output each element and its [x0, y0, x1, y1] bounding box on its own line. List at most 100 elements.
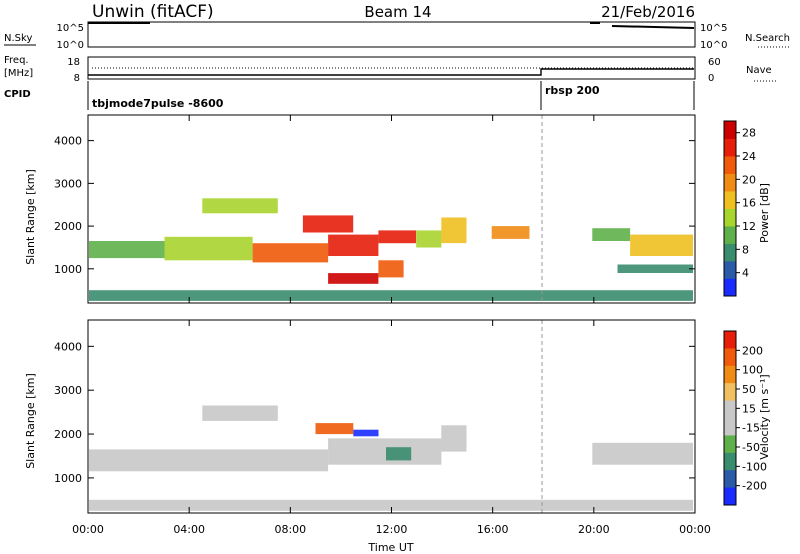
x-tick-label: 12:00 — [376, 523, 408, 536]
colorbar-tick-label: 4 — [742, 267, 749, 280]
noise-right-tick-bottom: 10^0 — [700, 40, 727, 51]
colorbar-tick-label: 28 — [742, 127, 756, 140]
nsearch-label: N.Search — [745, 33, 790, 44]
data-band-4 — [315, 423, 354, 435]
colorbar-tick-label: 24 — [742, 150, 756, 163]
data-band-2 — [164, 236, 253, 261]
velocity-panel: 1000 2000 3000 4000 — [54, 319, 696, 514]
y-tick-label: 1000 — [54, 472, 82, 485]
data-band-7 — [441, 425, 467, 452]
colorbar-segment — [724, 208, 736, 227]
colorbar-segment — [724, 121, 736, 139]
data-band-6 — [416, 230, 442, 248]
velocity-colorbar-label: Velocity [m s⁻¹] — [758, 374, 771, 459]
noise-panel: N.Sky 10^5 10^0 10^5 10^0 N.Search — [4, 21, 790, 51]
noise-left-tick-top: 10^5 — [57, 23, 84, 34]
colorbar-tick-label: -100 — [742, 460, 767, 473]
colorbar-segment — [724, 470, 736, 488]
nave-tick-top: 60 — [708, 57, 721, 68]
colorbar-segment — [724, 331, 736, 349]
y-tick-label: 4000 — [54, 135, 82, 148]
colorbar-segment — [724, 226, 736, 244]
velocity-colorbar: 200 100 50 15 -15 -50 -100 -200 — [723, 330, 767, 506]
cpid-label: CPID — [4, 89, 31, 100]
data-band-3 — [202, 405, 278, 421]
freq-trace — [88, 68, 694, 76]
data-band-13 — [592, 228, 631, 241]
colorbar-segment — [724, 348, 736, 367]
date-title: 21/Feb/2016 — [601, 3, 695, 21]
nsky-label: N.Sky — [4, 33, 32, 44]
cpid-segment-1: tbjmode7pulse -8600 — [92, 97, 224, 110]
data-band-16 — [89, 290, 693, 301]
data-band-1 — [89, 241, 165, 259]
colorbar-segment — [724, 138, 736, 157]
x-tick-label: 08:00 — [274, 523, 306, 536]
colorbar-segment — [724, 173, 736, 192]
nave-tick-bottom: 0 — [708, 73, 714, 84]
noise-trace — [88, 22, 695, 29]
data-band-12 — [491, 226, 530, 239]
x-tick-label: 00:00 — [679, 523, 711, 536]
data-band-2 — [328, 438, 442, 465]
colorbar-tick-label: 15 — [742, 402, 756, 415]
colorbar-segment — [724, 400, 736, 419]
freq-tick-bottom: 8 — [74, 73, 80, 84]
colorbar-segment — [724, 278, 736, 297]
x-tick-label: 00:00 — [72, 523, 104, 536]
colorbar-segment — [724, 191, 736, 209]
data-band-6 — [386, 447, 412, 461]
colorbar-tick-label: 16 — [742, 197, 756, 210]
data-band-9 — [89, 499, 693, 511]
colorbar-tick-label: 200 — [742, 344, 763, 357]
data-band-4 — [328, 234, 379, 256]
data-band-15 — [617, 264, 693, 273]
velocity-ylabel: Slant Range [km] — [24, 373, 37, 469]
data-band-14 — [630, 234, 693, 256]
colorbar-segment — [724, 418, 736, 436]
data-band-1 — [89, 449, 329, 472]
colorbar-frame — [723, 120, 737, 297]
colorbar-segment — [724, 435, 736, 454]
noise-left-tick-bottom: 10^0 — [57, 40, 84, 51]
y-tick-label: 3000 — [54, 384, 82, 397]
data-band-5 — [378, 230, 417, 244]
frequency-panel: Freq. [MHz] 18 8 60 0 Nave — [4, 55, 776, 84]
noise-frame — [87, 21, 696, 48]
y-tick-label: 1000 — [54, 263, 82, 276]
colorbar-frame — [723, 330, 737, 506]
data-band-9 — [202, 198, 278, 214]
colorbar-segment — [724, 365, 736, 384]
x-axis: 00:00 04:00 08:00 12:00 16:00 20:00 00:00 — [72, 115, 711, 536]
station-title: Unwin (fitACF) — [92, 2, 214, 22]
colorbar-segment — [724, 156, 736, 174]
data-band-8 — [378, 260, 404, 278]
power-ylabel: Slant Range [km] — [24, 169, 37, 265]
beam-title: Beam 14 — [364, 3, 431, 21]
x-tick-label: 20:00 — [578, 523, 610, 536]
colorbar-segment — [724, 243, 736, 262]
x-tick-label: 16:00 — [477, 523, 509, 536]
noise-right-tick-top: 10^5 — [700, 23, 727, 34]
colorbar-tick-label: -50 — [742, 441, 760, 454]
data-band-10 — [302, 215, 354, 233]
power-colorbar-label: Power [dB] — [758, 183, 771, 243]
freq-label-line2: [MHz] — [4, 68, 33, 79]
data-band-7 — [328, 273, 379, 284]
power-colorbar: 4 8 12 16 20 24 28 — [723, 120, 756, 297]
data-band-5 — [353, 429, 379, 437]
freq-frame — [87, 56, 696, 80]
nave-label: Nave — [746, 65, 772, 76]
colorbar-segment — [724, 261, 736, 279]
colorbar-tick-label: -200 — [742, 480, 767, 493]
y-tick-label: 2000 — [54, 220, 82, 233]
y-tick-label: 4000 — [54, 340, 82, 353]
data-band-11 — [441, 217, 467, 244]
freq-label-line1: Freq. — [4, 55, 29, 66]
y-tick-label: 3000 — [54, 177, 82, 190]
freq-tick-top: 18 — [67, 57, 80, 68]
colorbar-tick-label: -15 — [742, 422, 760, 435]
colorbar-tick-label: 20 — [742, 173, 756, 186]
